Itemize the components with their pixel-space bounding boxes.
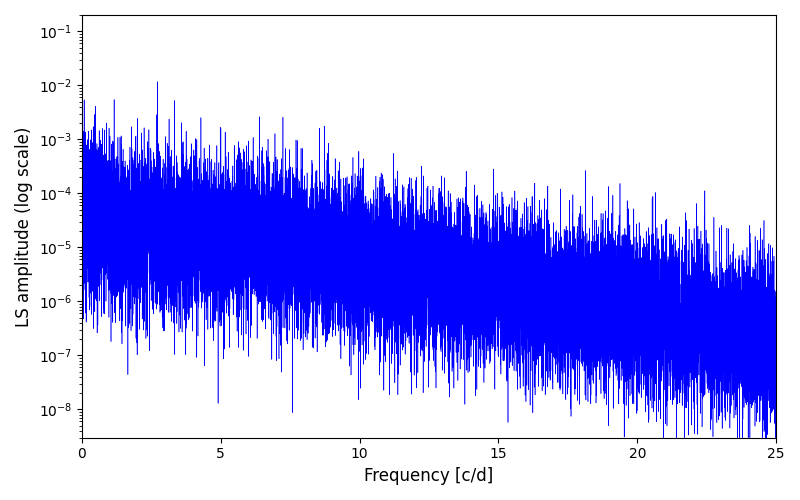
Y-axis label: LS amplitude (log scale): LS amplitude (log scale) <box>15 126 33 326</box>
X-axis label: Frequency [c/d]: Frequency [c/d] <box>364 467 494 485</box>
